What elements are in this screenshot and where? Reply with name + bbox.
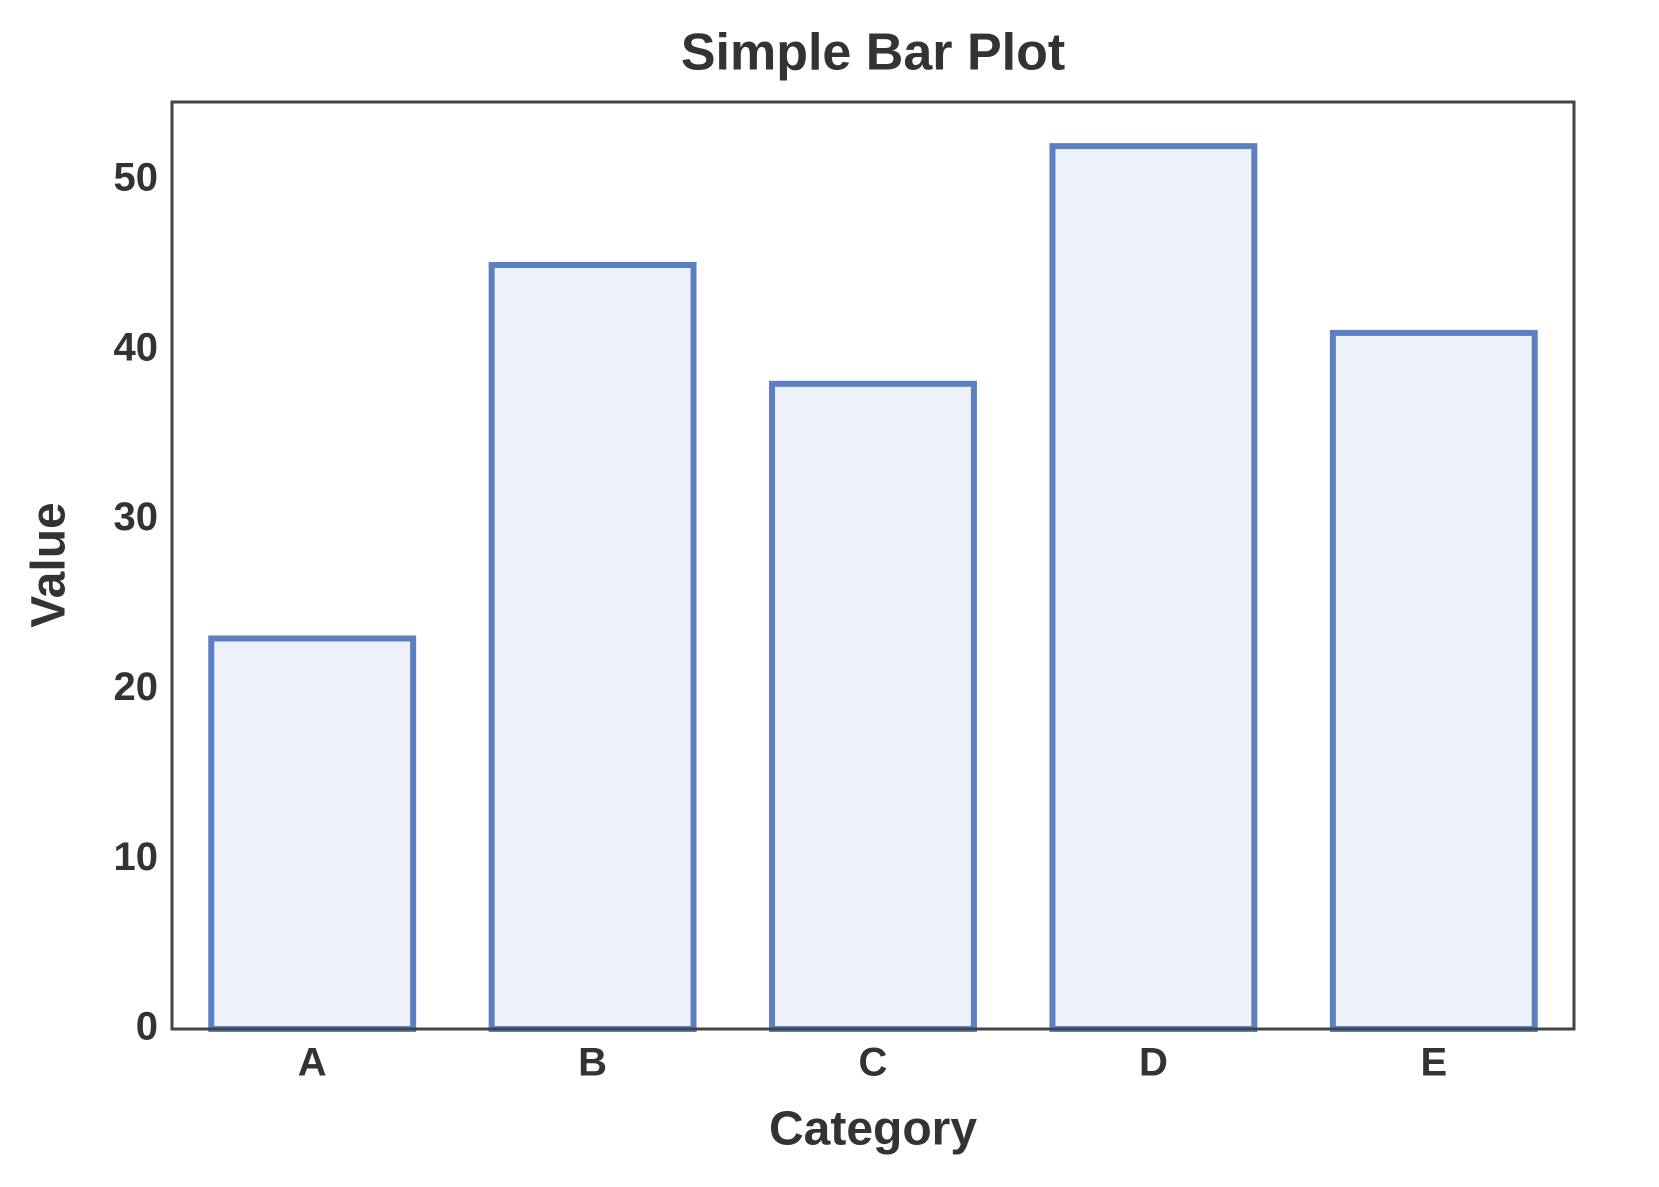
x-tick-label: B bbox=[578, 1041, 607, 1085]
x-tick-label: D bbox=[1139, 1041, 1168, 1085]
x-tick-label: A bbox=[298, 1041, 327, 1085]
bar bbox=[488, 261, 697, 1032]
x-tick-label: E bbox=[1420, 1041, 1447, 1085]
chart-title: Simple Bar Plot bbox=[681, 24, 1065, 82]
x-tick-label: C bbox=[859, 1041, 888, 1085]
y-tick-label: 20 bbox=[114, 665, 159, 709]
x-axis-label: Category bbox=[769, 1103, 977, 1156]
y-tick-label: 0 bbox=[136, 1005, 158, 1049]
y-tick-label: 40 bbox=[114, 325, 159, 369]
bar bbox=[1049, 143, 1258, 1032]
y-tick-label: 30 bbox=[114, 495, 159, 539]
bar bbox=[1329, 329, 1538, 1032]
y-tick-label: 50 bbox=[114, 156, 159, 200]
bar bbox=[769, 380, 977, 1033]
y-axis-label: Value bbox=[23, 502, 76, 627]
plot-frame bbox=[170, 100, 1576, 1031]
y-tick-label: 10 bbox=[114, 835, 159, 879]
bar bbox=[208, 635, 417, 1032]
